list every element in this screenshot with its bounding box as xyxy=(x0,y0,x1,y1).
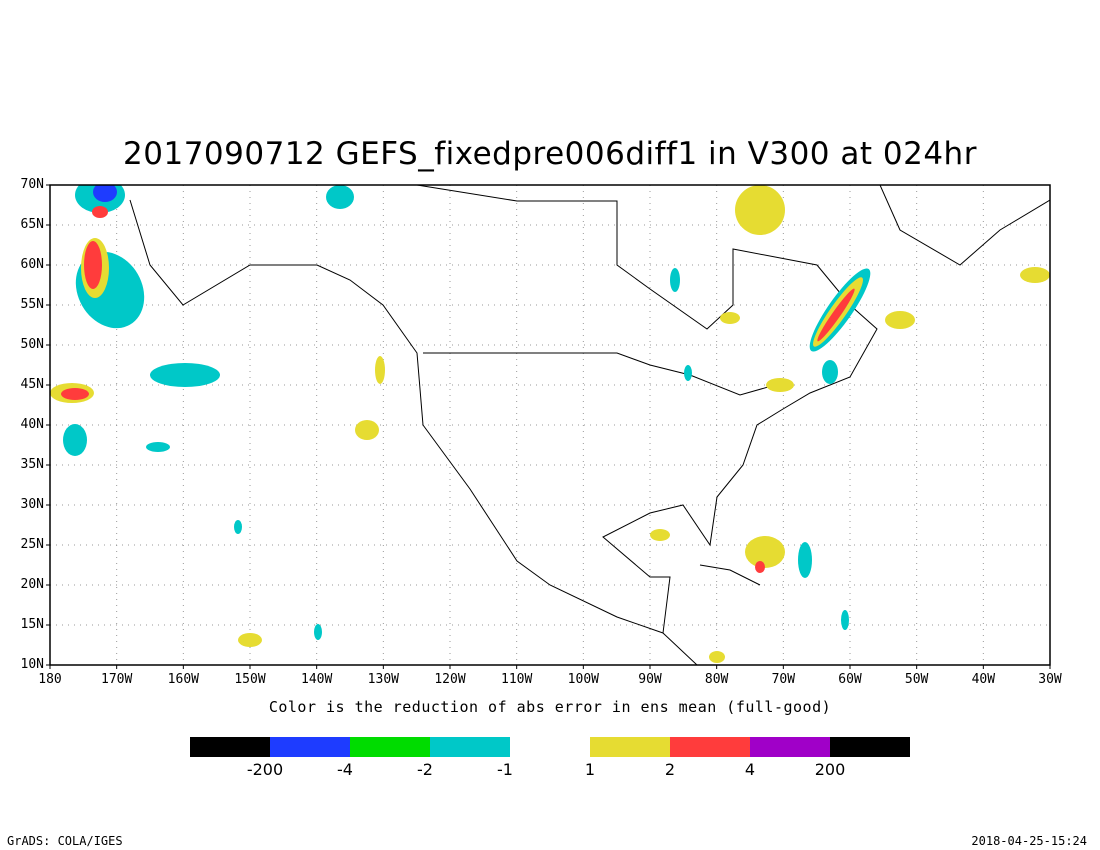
colorbar-label: -4 xyxy=(337,760,353,779)
lon-label: 170W xyxy=(101,672,133,687)
colorbar-swatch xyxy=(510,737,590,757)
colorbar-label: 1 xyxy=(584,760,596,779)
gridlines xyxy=(50,185,1050,665)
us-canada-border xyxy=(423,352,776,396)
colorbar-swatch xyxy=(270,737,350,757)
lat-label: 20N xyxy=(20,577,44,592)
lat-label: 45N xyxy=(20,377,44,392)
lon-label: 30W xyxy=(1038,672,1062,687)
lat-label: 50N xyxy=(20,337,44,352)
colorbar-label: 4 xyxy=(744,760,756,779)
lon-label: 90W xyxy=(638,672,662,687)
north-america-coast xyxy=(416,185,878,665)
lon-label: 70W xyxy=(771,672,796,687)
lon-label: 140W xyxy=(301,672,333,687)
lon-label: 180 xyxy=(38,672,62,687)
lat-label: 15N xyxy=(20,617,44,632)
colorbar-label: 2 xyxy=(664,760,676,779)
lon-label: 80W xyxy=(704,672,729,687)
footer-right: 2018-04-25-15:24 xyxy=(971,834,1087,848)
colorbar-swatch xyxy=(750,737,830,757)
colorbar-label: 200 xyxy=(814,760,846,779)
footer-left: GrADS: COLA/IGES xyxy=(7,834,123,848)
lat-label: 65N xyxy=(20,217,44,232)
x-axis-label: Color is the reduction of abs error in e… xyxy=(268,698,832,716)
lat-label: 60N xyxy=(20,257,44,272)
west-coast xyxy=(129,199,664,634)
lat-label: 55N xyxy=(20,297,44,312)
colorbar-swatch xyxy=(830,737,910,757)
lon-label: 60W xyxy=(838,672,862,687)
contour-shading xyxy=(50,185,1050,663)
cuba xyxy=(699,564,761,586)
coastlines xyxy=(129,185,1050,665)
lat-label: 25N xyxy=(20,537,44,552)
colorbar-swatch xyxy=(350,737,430,757)
lon-label: 40W xyxy=(971,672,996,687)
lat-label: 35N xyxy=(20,457,44,472)
colorbar-swatch xyxy=(190,737,270,757)
colorbar-swatch xyxy=(590,737,670,757)
lat-label: 10N xyxy=(20,657,44,672)
lon-label: 100W xyxy=(567,672,599,687)
lon-label: 50W xyxy=(904,672,929,687)
lon-label: 130W xyxy=(367,672,399,687)
colorbar-label: -1 xyxy=(497,760,513,779)
colorbar-label: -200 xyxy=(246,760,284,779)
lat-label: 70N xyxy=(20,177,44,192)
greenland-coast xyxy=(879,185,1050,266)
colorbar-swatch xyxy=(430,737,510,757)
colorbar-swatch xyxy=(670,737,750,757)
lat-label: 30N xyxy=(20,497,44,512)
lon-label: 160W xyxy=(167,672,199,687)
colorbar-label: -2 xyxy=(417,760,433,779)
lon-label: 120W xyxy=(434,672,466,687)
lon-label: 110W xyxy=(501,672,533,687)
plot-title: 2017090712 GEFS_fixedpre006diff1 in V300… xyxy=(123,136,977,172)
lon-label: 150W xyxy=(234,672,266,687)
colorbar xyxy=(190,737,910,757)
lat-label: 40N xyxy=(20,417,44,432)
